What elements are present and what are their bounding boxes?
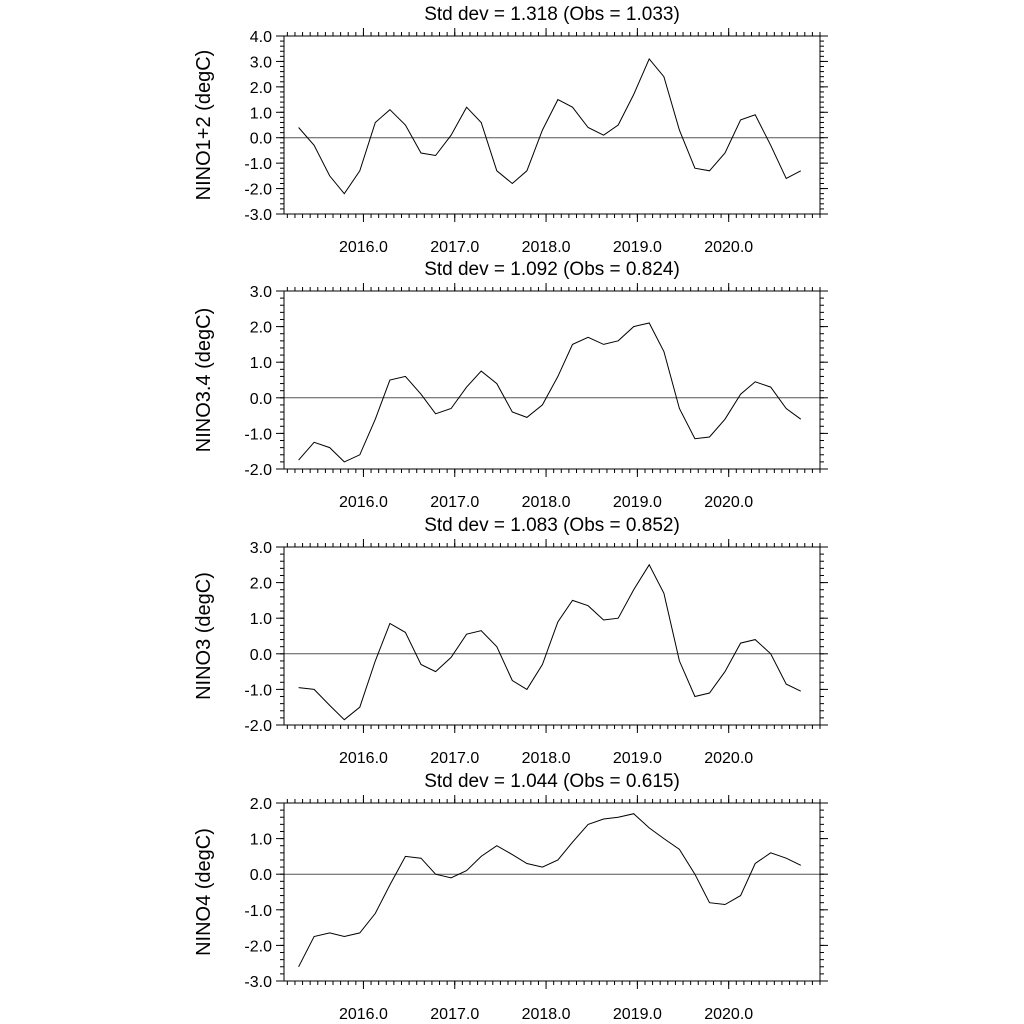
y-tick-label: 3.0: [250, 54, 272, 71]
y-tick-label: 2.0: [250, 80, 272, 97]
y-tick-label: -1.0: [244, 903, 272, 920]
y-tick-label: -2.0: [244, 938, 272, 955]
plot-frame: [283, 290, 821, 470]
y-tick-label: -1.0: [244, 156, 272, 173]
y-tick-label: 1.0: [250, 832, 272, 849]
y-tick-label: 2.0: [250, 576, 272, 593]
data-line: [298, 813, 802, 968]
x-tick-label: 2016.0: [339, 750, 388, 767]
y-axis-label: NINO3.4 (degC): [193, 308, 215, 453]
x-tick-label: 2017.0: [430, 750, 479, 767]
y-tick-label: 1.0: [250, 611, 272, 628]
y-tick-label: -3.0: [244, 207, 272, 224]
x-tick-label: 2020.0: [704, 750, 753, 767]
y-tick-label: -2.0: [244, 182, 272, 199]
data-line: [298, 322, 802, 463]
y-tick-label: 2.0: [250, 796, 272, 813]
data-line: [298, 563, 802, 721]
y-tick-label: 3.0: [250, 540, 272, 557]
chart-title: Std dev = 1.318 (Obs = 1.033): [424, 4, 680, 25]
y-axis-label: NINO1+2 (degC): [193, 50, 215, 201]
x-tick-label: 2017.0: [430, 494, 479, 511]
y-tick-label: -2.0: [244, 718, 272, 735]
y-tick-label: 1.0: [250, 105, 272, 122]
y-tick-label: 0.0: [250, 391, 272, 408]
x-tick-label: 2018.0: [522, 750, 571, 767]
y-tick-label: 3.0: [250, 284, 272, 301]
x-tick-label: 2018.0: [522, 239, 571, 256]
y-axis-label: NINO4 (degC): [193, 828, 215, 956]
x-tick-label: 2020.0: [704, 1006, 753, 1023]
data-line: [298, 57, 802, 195]
y-tick-label: 4.0: [250, 29, 272, 46]
y-axis-label: NINO3 (degC): [193, 572, 215, 700]
y-tick-label: 2.0: [250, 320, 272, 337]
x-tick-label: 2019.0: [613, 1006, 662, 1023]
x-tick-label: 2017.0: [430, 1006, 479, 1023]
chart-title: Std dev = 1.083 (Obs = 0.852): [424, 515, 680, 536]
y-tick-label: 1.0: [250, 355, 272, 372]
x-tick-label: 2016.0: [339, 239, 388, 256]
y-tick-label: -3.0: [244, 974, 272, 991]
x-tick-label: 2019.0: [613, 239, 662, 256]
x-tick-label: 2016.0: [339, 1006, 388, 1023]
chart-title: Std dev = 1.044 (Obs = 0.615): [424, 771, 680, 792]
plot-frame: [283, 802, 821, 982]
x-tick-label: 2018.0: [522, 1006, 571, 1023]
y-tick-label: -1.0: [244, 426, 272, 443]
x-tick-label: 2020.0: [704, 494, 753, 511]
y-tick-label: 0.0: [250, 867, 272, 884]
x-tick-label: 2020.0: [704, 239, 753, 256]
x-tick-label: 2017.0: [430, 239, 479, 256]
y-tick-label: 0.0: [250, 647, 272, 664]
chart-title: Std dev = 1.092 (Obs = 0.824): [424, 259, 680, 280]
y-tick-label: 0.0: [250, 131, 272, 148]
x-tick-label: 2019.0: [613, 750, 662, 767]
plot-frame: [283, 546, 821, 726]
plot-frame: [283, 35, 821, 215]
y-tick-label: -2.0: [244, 462, 272, 479]
x-tick-label: 2018.0: [522, 494, 571, 511]
x-tick-label: 2019.0: [613, 494, 662, 511]
y-tick-label: -1.0: [244, 682, 272, 699]
x-tick-label: 2016.0: [339, 494, 388, 511]
